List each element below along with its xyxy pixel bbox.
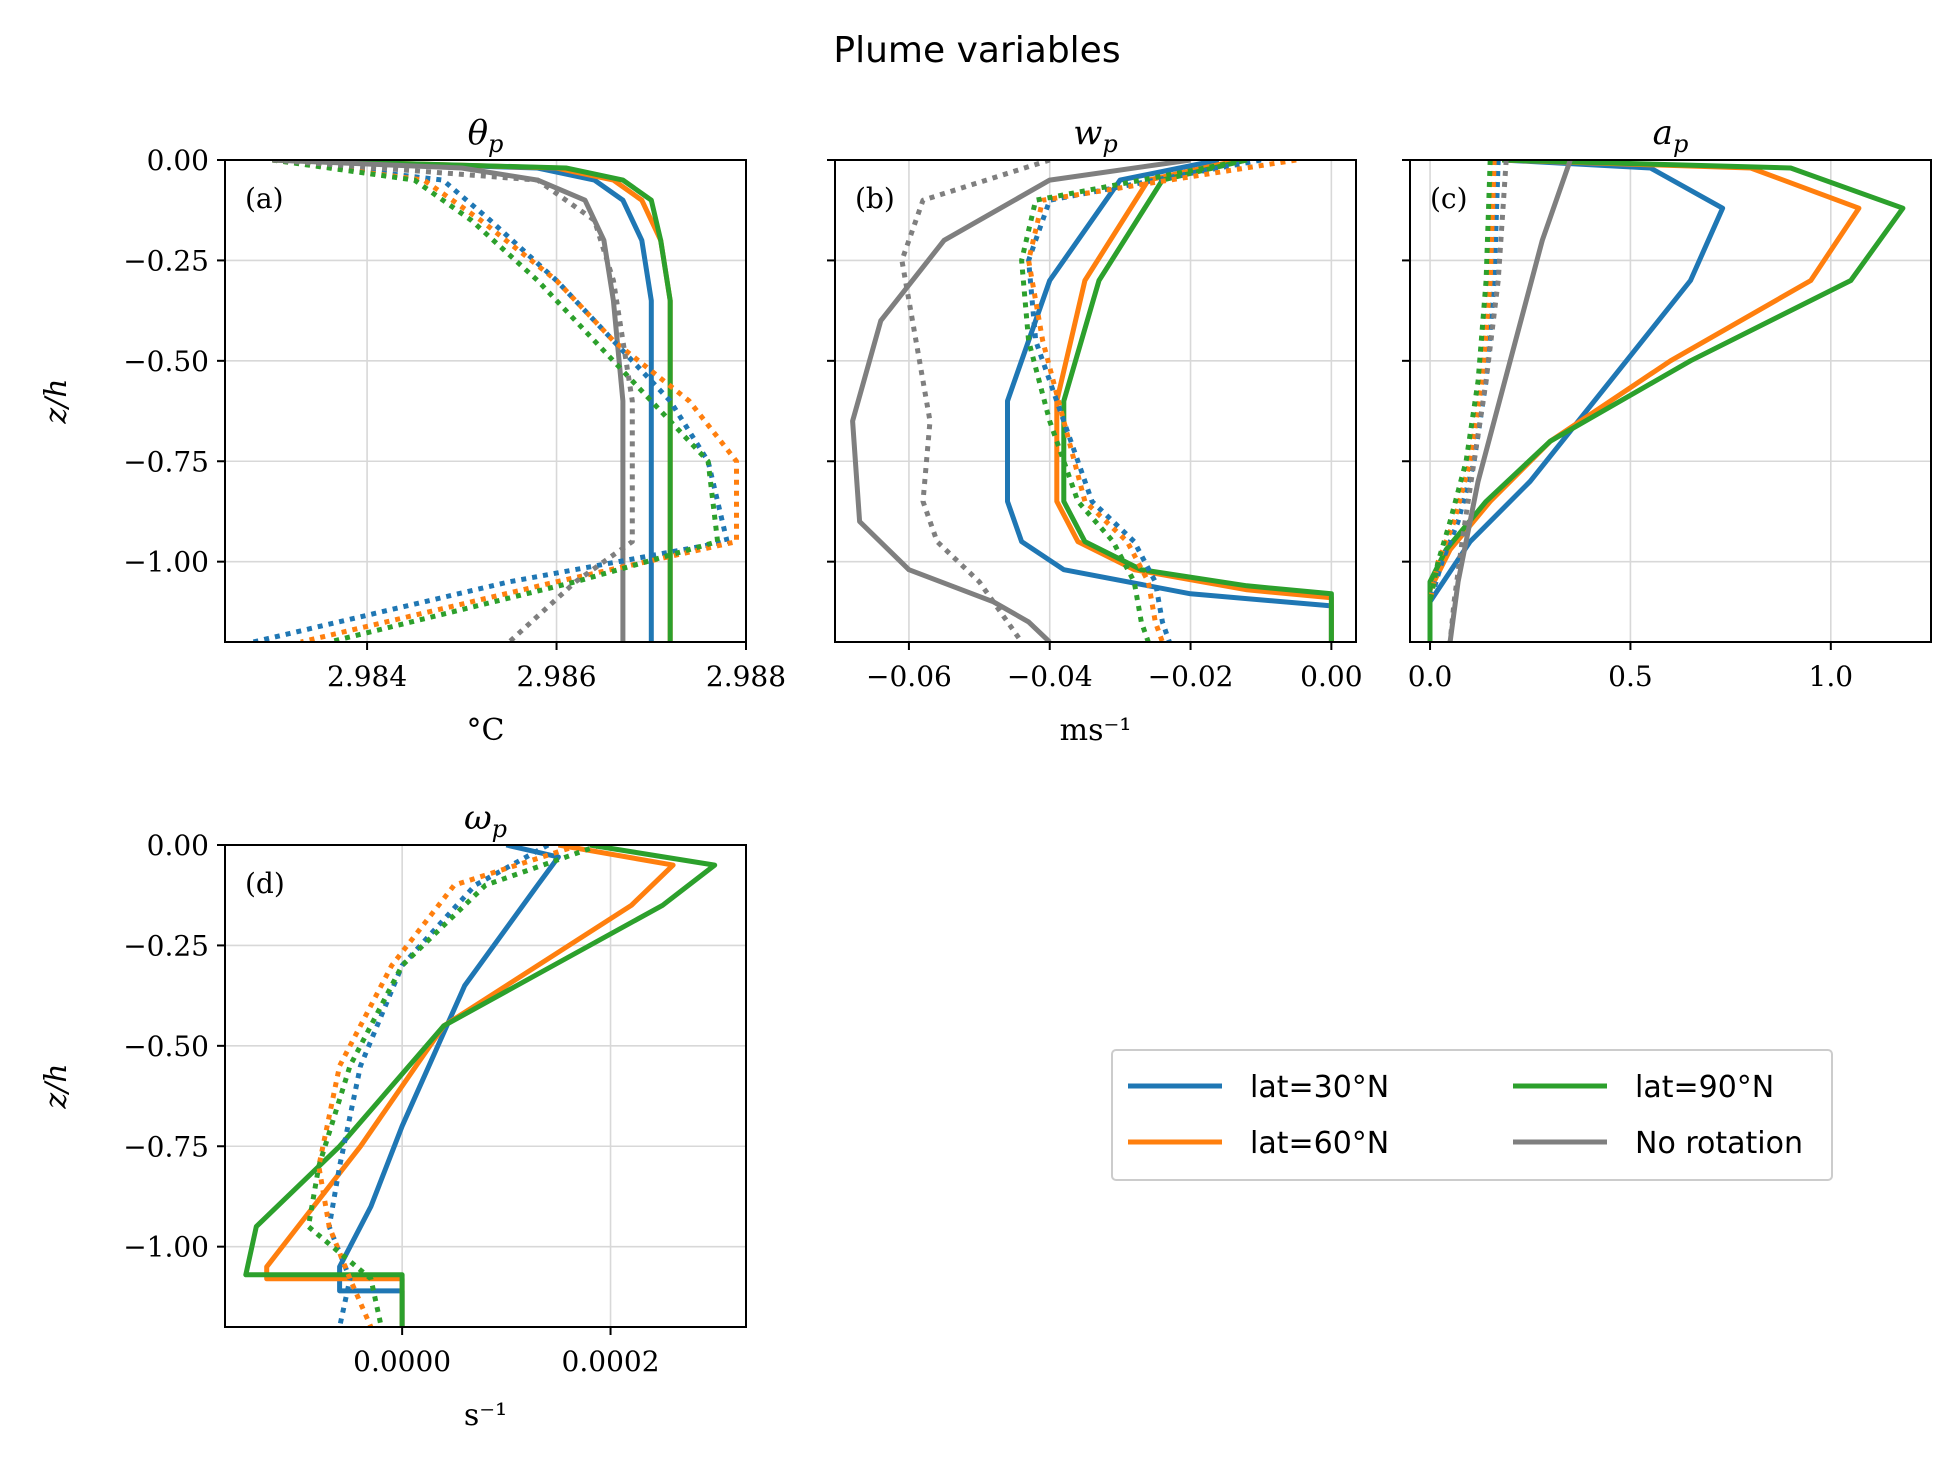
y-tick-label: −0.75 [123, 445, 209, 478]
series-line-dotted [252, 160, 730, 642]
x-axis-label: s⁻¹ [464, 1398, 507, 1433]
x-axis-label: °C [467, 713, 505, 748]
series-line-solid [264, 845, 676, 1327]
y-tick-label: 0.00 [147, 144, 209, 177]
x-tick-label: 2.988 [706, 660, 786, 693]
panel-label: (d) [245, 867, 285, 900]
panel-1: 2.984 2.986 2.988 0.00 −0.25 −0.50 −0.75 −1.00 θ… [39, 113, 786, 748]
series-line-dotted [1427, 160, 1497, 603]
series-line-dotted [899, 160, 1051, 642]
legend: lat=30°N lat=60°N lat=90°N No rotation [1111, 1049, 1833, 1181]
y-tick-label: −0.75 [123, 1130, 209, 1163]
y-axis-label: z/h [39, 378, 74, 424]
y-tick-label: −0.25 [123, 929, 209, 962]
y-tick-label: −0.50 [123, 1030, 209, 1063]
x-axis-label: ms⁻¹ [1060, 713, 1132, 748]
series-line-solid [337, 845, 561, 1327]
panel-title: ωp [464, 798, 507, 843]
x-tick-label: 2.986 [516, 660, 596, 693]
legend-label: No rotation [1635, 1126, 1803, 1161]
x-tick-label: −0.06 [866, 660, 952, 693]
series-line-solid [272, 160, 626, 642]
panel-title: ap [1653, 113, 1689, 158]
series-line-solid [850, 160, 1191, 642]
series-line-solid [1427, 160, 1862, 642]
legend-label: lat=30°N [1250, 1070, 1389, 1105]
series-line-solid [1427, 160, 1726, 642]
series-line-dotted [1026, 160, 1262, 642]
series-line-dotted [1427, 160, 1501, 603]
series-line-solid [1054, 160, 1334, 642]
x-tick-label: 1.0 [1809, 660, 1854, 693]
y-tick-label: −0.50 [123, 345, 209, 378]
panel-label: (a) [245, 182, 284, 215]
y-tick-label: −0.25 [123, 244, 209, 277]
axes-frame [224, 159, 747, 643]
series-line-dotted [272, 160, 721, 642]
series-line-dotted [326, 845, 550, 1327]
x-tick-label: 0.00 [1300, 660, 1362, 693]
panel-label: (c) [1430, 182, 1468, 215]
panel-label: (b) [855, 182, 895, 215]
x-tick-label: 0.0002 [562, 1345, 660, 1378]
x-tick-label: 2.984 [327, 660, 407, 693]
series-line-dotted [316, 845, 581, 1327]
legend-frame [1111, 1049, 1833, 1181]
y-tick-label: 0.00 [147, 829, 209, 862]
series-line-solid [272, 160, 654, 642]
axes-frame [224, 844, 747, 1328]
figure-title: Plume variables [833, 30, 1120, 71]
panel-title: θp [468, 113, 504, 158]
panel-title: wp [1073, 113, 1117, 158]
x-tick-label: 0.0 [1408, 660, 1453, 693]
y-axis-label: z/h [39, 1063, 74, 1109]
panel-4: 0.0000 0.0002 0.00 −0.25 −0.50 −0.75 −1.00 ωp (d… [39, 798, 747, 1433]
series-line-solid [1061, 160, 1334, 642]
x-tick-label: 0.5 [1608, 660, 1653, 693]
x-tick-label: −0.04 [1007, 660, 1093, 693]
y-tick-label: −1.00 [123, 546, 209, 579]
series-line-dotted [305, 845, 601, 1327]
series-line-dotted [1026, 160, 1297, 642]
panel-3: 0.0 0.5 1.0 ap (c) [1402, 113, 1932, 693]
legend-label: lat=90°N [1635, 1070, 1774, 1105]
series-line-solid [1447, 160, 1573, 642]
legend-label: lat=60°N [1250, 1126, 1389, 1161]
x-tick-label: 0.0000 [353, 1345, 451, 1378]
x-tick-label: −0.02 [1148, 660, 1234, 693]
axes-frame [1409, 159, 1932, 643]
series-line-solid [1005, 160, 1334, 642]
series-line-dotted [272, 160, 635, 642]
series-line-solid [243, 845, 718, 1327]
series-line-dotted [1019, 160, 1248, 642]
series-line-solid [272, 160, 673, 642]
y-tick-label: −1.00 [123, 1231, 209, 1264]
axes-frame [834, 159, 1357, 643]
panel-2: −0.06 −0.04 −0.02 0.00 wp (b) ms⁻¹ [827, 113, 1363, 748]
